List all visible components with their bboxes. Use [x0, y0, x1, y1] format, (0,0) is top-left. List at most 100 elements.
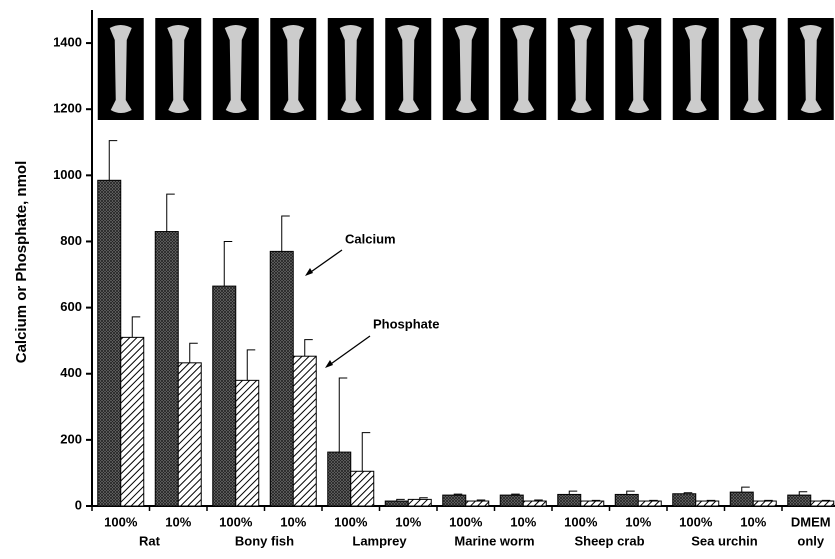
- y-axis-label: Calcium or Phosphate, nmol: [13, 161, 30, 364]
- group-label: Sea urchin: [691, 533, 758, 548]
- bar: [212, 285, 237, 507]
- bone: [512, 25, 535, 113]
- y-tick-label: 0: [75, 497, 82, 512]
- bar: [235, 379, 260, 507]
- y-tick-label: 1000: [53, 167, 82, 182]
- x-tick-label: 10%: [395, 514, 421, 529]
- bone: [339, 25, 362, 113]
- y-tick-label: 600: [60, 299, 82, 314]
- bar: [407, 498, 432, 507]
- bone: [109, 25, 132, 113]
- y-tick-label: 400: [60, 365, 82, 380]
- bone: [224, 25, 247, 113]
- bar: [695, 500, 720, 507]
- bone: [167, 25, 190, 113]
- bar: [97, 179, 122, 507]
- group-label: Rat: [139, 533, 161, 548]
- x-tick-label: 100%: [104, 514, 138, 529]
- x-tick-label: 10%: [510, 514, 536, 529]
- bar: [810, 500, 835, 507]
- y-tick-label: 1400: [53, 35, 82, 50]
- x-tick-label: 10%: [625, 514, 651, 529]
- error-bar: [821, 499, 831, 502]
- error-bar: [534, 499, 543, 502]
- bar: [499, 494, 524, 507]
- error-bar: [683, 492, 693, 494]
- error-bar: [166, 193, 175, 232]
- arrow-head: [325, 360, 333, 368]
- bar: [292, 355, 317, 507]
- error-bar: [338, 377, 348, 453]
- group-label: Sheep crab: [574, 533, 644, 548]
- bar: [177, 362, 202, 507]
- bar: [384, 500, 409, 507]
- bone: [454, 25, 477, 113]
- y-tick-label: 1200: [53, 101, 82, 116]
- error-bar: [591, 499, 601, 502]
- x-tick-label: 10%: [280, 514, 306, 529]
- error-bar: [511, 493, 520, 496]
- bar: [269, 250, 294, 507]
- x-tick-label: 100%: [449, 514, 483, 529]
- error-bar: [453, 493, 463, 496]
- bone: [684, 25, 707, 113]
- y-tick-label: 200: [60, 431, 82, 446]
- bar: [350, 470, 375, 507]
- x-tick-label: 10%: [165, 514, 191, 529]
- arrow-head: [305, 268, 313, 276]
- error-bar: [361, 432, 371, 472]
- error-bar: [396, 498, 405, 502]
- annotation-phosphate: Phosphate: [373, 316, 439, 331]
- annotation-calcium: Calcium: [345, 231, 396, 246]
- x-tick-label: DMEM: [791, 514, 831, 529]
- error-bar: [626, 490, 635, 495]
- bar: [522, 500, 547, 507]
- bone: [799, 25, 822, 113]
- error-bar: [476, 499, 486, 502]
- bar: [557, 493, 582, 507]
- error-bar: [649, 499, 658, 502]
- bar: [154, 231, 179, 507]
- error-bar: [304, 339, 313, 357]
- error-bar: [568, 490, 578, 495]
- bone: [282, 25, 305, 113]
- error-bar: [131, 316, 141, 338]
- bar: [672, 493, 697, 507]
- annotation-arrow: [307, 249, 343, 275]
- error-bar: [223, 240, 233, 287]
- y-tick-label: 800: [60, 233, 82, 248]
- bone: [742, 25, 765, 113]
- group-label: Bony fish: [235, 533, 294, 548]
- x-tick-label: 10%: [740, 514, 766, 529]
- bone: [627, 25, 650, 113]
- error-bar: [281, 215, 290, 252]
- bar: [637, 500, 662, 507]
- error-bar: [246, 349, 256, 381]
- bone: [397, 25, 420, 113]
- bar: [465, 500, 490, 507]
- x-tick-label: 100%: [219, 514, 253, 529]
- bone: [569, 25, 592, 113]
- bar: [614, 493, 639, 507]
- error-bar: [798, 491, 808, 496]
- group-label: only: [797, 533, 824, 548]
- error-bar: [419, 497, 428, 500]
- group-label: Marine worm: [454, 533, 534, 548]
- bar: [120, 336, 145, 507]
- bar: [729, 491, 754, 507]
- error-bar: [189, 342, 198, 363]
- annotation-arrow: [327, 335, 371, 367]
- error-bar: [741, 486, 750, 493]
- bar: [442, 494, 467, 507]
- bar: [752, 500, 777, 507]
- bar: [787, 494, 812, 507]
- error-bar: [764, 499, 773, 502]
- x-tick-label: 100%: [564, 514, 598, 529]
- bar: [327, 451, 352, 507]
- error-bar: [706, 499, 716, 502]
- error-bar: [108, 140, 118, 181]
- group-label: Lamprey: [352, 533, 407, 548]
- bar: [580, 500, 605, 507]
- x-tick-label: 100%: [334, 514, 368, 529]
